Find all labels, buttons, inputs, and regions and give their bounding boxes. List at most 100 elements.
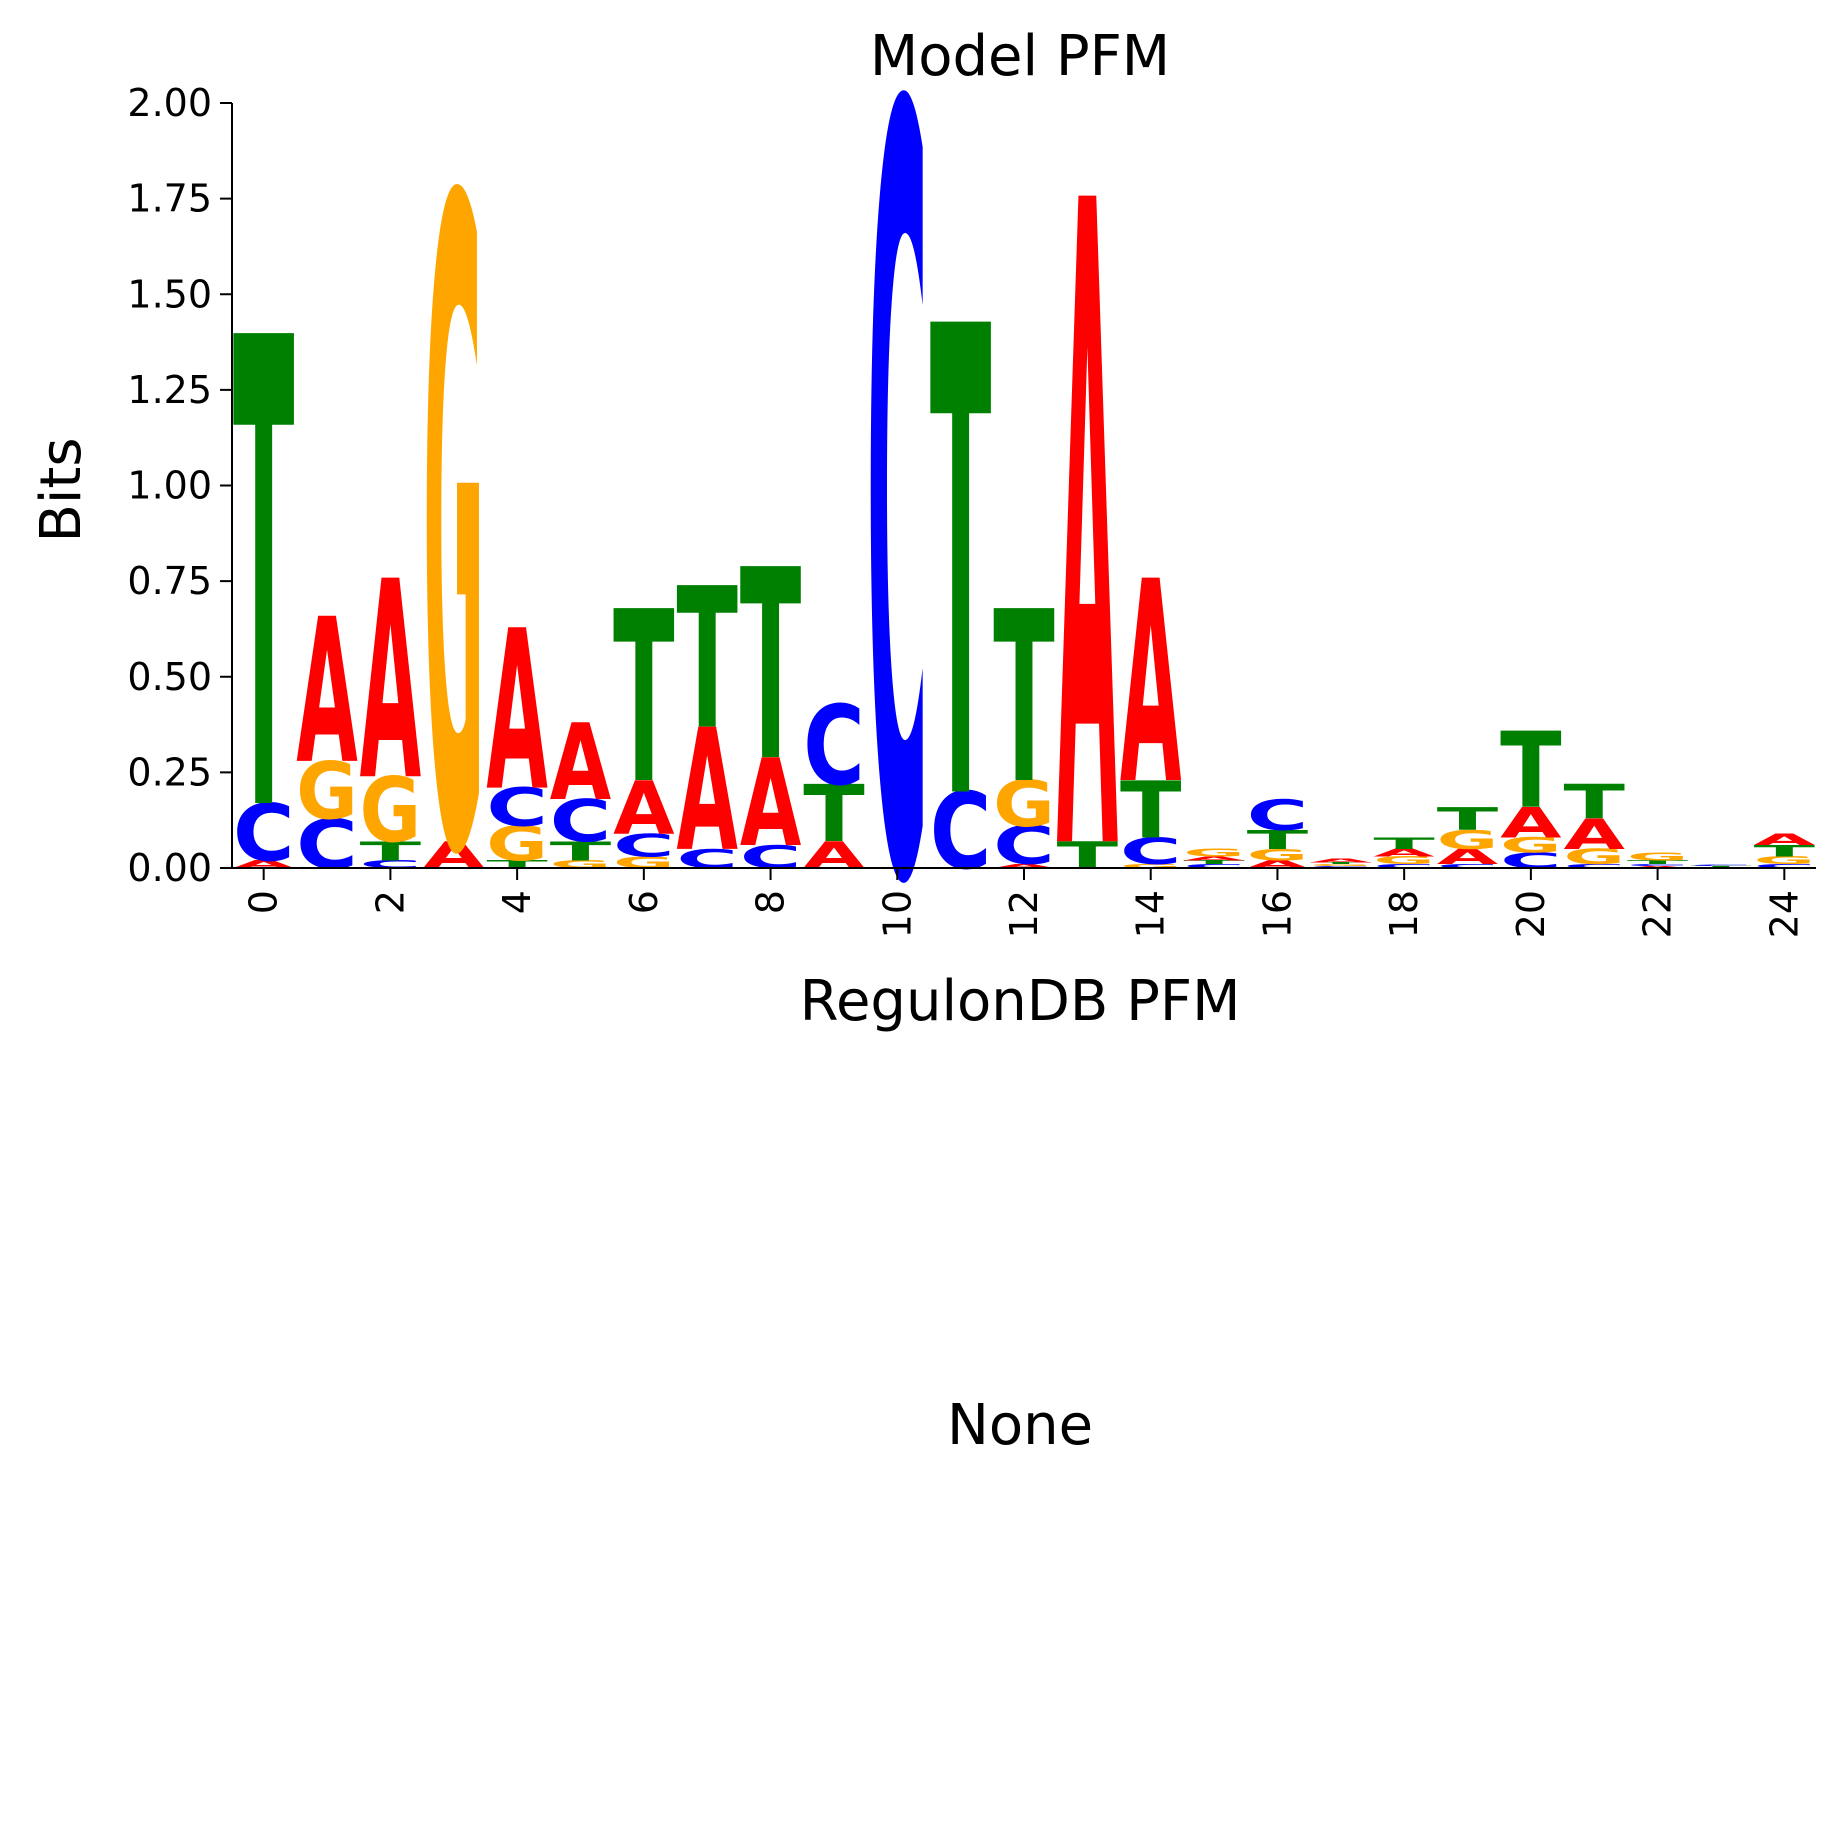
logo-letter-A: A — [423, 834, 485, 877]
logo-letter-A: A — [993, 863, 1055, 869]
logo-letter-C: C — [930, 772, 991, 894]
logo-letter-A: A — [1500, 798, 1561, 847]
logo-letter-T: T — [930, 193, 992, 944]
logo-letter-G: G — [486, 817, 547, 872]
logo-letter-T: T — [1310, 862, 1372, 865]
logo-letter-G: G — [1373, 854, 1434, 866]
logo-letter-A: A — [1754, 831, 1815, 849]
empty-chart-panel: None — [947, 1393, 1093, 1458]
empty-chart-title: None — [947, 1393, 1093, 1458]
x-tick-label: 12 — [1002, 890, 1046, 938]
x-tick-label: 8 — [749, 890, 793, 914]
logo-letter-A: A — [803, 834, 865, 877]
logo-letter-C: C — [1373, 863, 1434, 869]
logo-letter-T: T — [676, 547, 737, 773]
logo-letter-C: C — [1120, 831, 1181, 874]
logo-letter-A: A — [1057, 20, 1119, 1051]
logo-letter-T: T — [1627, 859, 1689, 865]
y-tick-label: 0.75 — [127, 559, 212, 603]
logo-letter-A: A — [613, 766, 674, 851]
logo-letter-G: G — [1183, 847, 1244, 859]
x-tick-label: 22 — [1636, 890, 1680, 938]
logo-letter-T: T — [1057, 834, 1119, 877]
logo-letter-T: T — [360, 836, 421, 867]
logo-letter-G: G — [296, 747, 357, 838]
y-tick-label: 1.00 — [127, 464, 212, 508]
logo-letter-C: C — [1627, 864, 1688, 867]
logo-letter-T: T — [1754, 842, 1815, 860]
logo-letter-T: T — [233, 205, 295, 956]
logo-letter-T: T — [1437, 800, 1498, 837]
logo-letter-A: A — [676, 693, 737, 889]
x-tick-label: 6 — [622, 890, 666, 914]
logo-letter-C: C — [613, 827, 674, 864]
x-tick-label: 2 — [368, 890, 412, 914]
y-tick-label: 1.75 — [127, 177, 212, 221]
logo-letter-C: C — [1690, 864, 1751, 866]
logo-letter-G: G — [1437, 825, 1498, 855]
logo-letter-A: A — [1373, 847, 1435, 859]
logo-letter-A: A — [360, 525, 421, 841]
logo-letter-T: T — [993, 562, 1054, 837]
logo-letter-T: T — [613, 562, 674, 837]
logo-letter-A: A — [1310, 858, 1372, 864]
logo-letter-G: G — [1564, 845, 1625, 869]
logo-letter-C: C — [1564, 863, 1625, 869]
logo-letter-C: C — [296, 806, 357, 885]
logo-letter-A: A — [1120, 523, 1181, 847]
logo-letter-A: A — [486, 584, 547, 841]
y-tick-label: 0.25 — [127, 750, 212, 794]
logo-letter-T: T — [803, 769, 865, 860]
x-tick-label: 10 — [875, 890, 919, 938]
logo-letter-T: T — [1500, 710, 1562, 832]
y-ticks: 0.00 0.25 0.50 0.75 1.00 1.25 1.50 1.75 2.00 — [127, 81, 232, 890]
logo-letter-C: C — [993, 816, 1054, 877]
logo-letter-A: A — [1183, 856, 1245, 862]
logo-letter-C: C — [233, 789, 294, 880]
logo-letter-T: T — [1373, 835, 1434, 853]
logo-letter-C: C — [1247, 791, 1308, 840]
logo-letter-C: C — [1754, 863, 1815, 869]
logo-letter-A: A — [1564, 810, 1625, 859]
x-tick-label: 18 — [1382, 890, 1426, 938]
logo-letter-T: T — [740, 515, 801, 820]
logo-letter-C: C — [803, 683, 864, 811]
logo-letter-C: C — [1183, 863, 1244, 869]
x-tick-label: 20 — [1509, 890, 1553, 938]
logo-letter-G: G — [423, 21, 484, 1051]
logo-letter-C: C — [550, 788, 611, 855]
logo-letter-T: T — [550, 836, 611, 867]
x-tick-label: 16 — [1255, 890, 1299, 938]
y-tick-label: 1.25 — [127, 368, 212, 412]
logo-letter-G: G — [1310, 864, 1371, 867]
logo-letter-C: C — [867, 0, 928, 1116]
x-tick-label: 14 — [1129, 890, 1173, 938]
x-tick-label: 0 — [242, 890, 286, 914]
x-tick-label: 4 — [495, 890, 539, 914]
logo-letter-G: G — [993, 769, 1054, 842]
logo-letter-G: G — [1247, 846, 1308, 864]
logo-letter-G: G — [1500, 833, 1561, 857]
logo-letter-T: T — [1120, 765, 1182, 856]
logo-letter-T: T — [1247, 824, 1308, 855]
y-tick-label: 0.50 — [127, 655, 212, 699]
y-tick-label: 1.50 — [127, 272, 212, 316]
logo-letter-G: G — [1120, 863, 1181, 869]
logo-letter-C: C — [676, 844, 737, 875]
x-axis-label: RegulonDB PFM — [800, 969, 1241, 1034]
logo-letter-G: G — [1627, 851, 1688, 863]
x-tick-label: 24 — [1762, 890, 1806, 938]
x-ticks: 0 2 4 6 8 10 12 14 16 18 20 22 24 — [242, 868, 1806, 938]
logo-letter-C: C — [1437, 863, 1498, 869]
y-axis-label: Bits — [29, 437, 94, 542]
chart-title: Model PFM — [870, 24, 1170, 89]
logo-letter-T: T — [1183, 859, 1245, 865]
logo-letter-A: A — [1437, 845, 1499, 870]
logo-letter-A: A — [740, 734, 801, 875]
logo-letter-C: C — [486, 778, 547, 839]
logo-letter-T: T — [1564, 774, 1625, 829]
logo-letter-G: G — [360, 760, 421, 863]
